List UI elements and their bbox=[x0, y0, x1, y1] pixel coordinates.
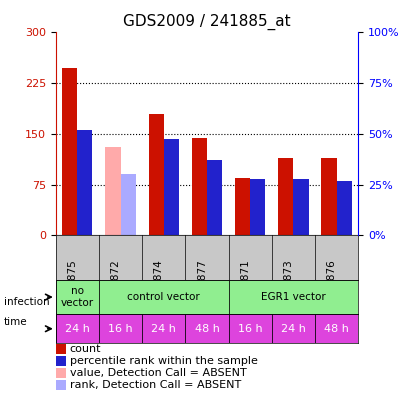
Bar bbox=[228, 315, 272, 343]
Bar bbox=[272, 315, 315, 343]
Text: 16 h: 16 h bbox=[108, 324, 133, 334]
Bar bbox=[142, 315, 185, 343]
Bar bbox=[315, 315, 358, 343]
Title: GDS2009 / 241885_at: GDS2009 / 241885_at bbox=[123, 13, 291, 30]
Bar bbox=[250, 179, 265, 235]
Bar bbox=[235, 179, 250, 235]
Bar bbox=[121, 174, 136, 235]
Bar bbox=[99, 315, 142, 343]
Bar bbox=[56, 315, 99, 343]
Text: rank, Detection Call = ABSENT: rank, Detection Call = ABSENT bbox=[70, 380, 241, 390]
Text: control vector: control vector bbox=[127, 292, 200, 302]
Text: EGR1 vector: EGR1 vector bbox=[261, 292, 326, 302]
Bar bbox=[56, 279, 99, 315]
Bar bbox=[322, 158, 337, 235]
Text: 24 h: 24 h bbox=[65, 324, 90, 334]
Text: 48 h: 48 h bbox=[324, 324, 349, 334]
Text: count: count bbox=[70, 344, 101, 354]
Bar bbox=[148, 113, 164, 235]
Bar bbox=[164, 139, 179, 235]
Bar bbox=[62, 68, 77, 235]
Text: infection: infection bbox=[4, 297, 50, 307]
Text: 24 h: 24 h bbox=[151, 324, 176, 334]
Bar bbox=[278, 158, 293, 235]
Text: no
vector: no vector bbox=[61, 286, 94, 308]
Text: percentile rank within the sample: percentile rank within the sample bbox=[70, 356, 258, 366]
Text: 16 h: 16 h bbox=[238, 324, 263, 334]
Bar bbox=[77, 130, 92, 235]
Text: 24 h: 24 h bbox=[281, 324, 306, 334]
Bar bbox=[207, 160, 222, 235]
Text: value, Detection Call = ABSENT: value, Detection Call = ABSENT bbox=[70, 368, 246, 378]
Bar bbox=[192, 138, 207, 235]
Text: time: time bbox=[4, 317, 27, 327]
Bar bbox=[293, 179, 308, 235]
Bar bbox=[185, 315, 228, 343]
Bar bbox=[105, 147, 121, 235]
Bar bbox=[99, 279, 228, 315]
Text: 48 h: 48 h bbox=[195, 324, 219, 334]
Bar bbox=[337, 181, 352, 235]
Bar bbox=[228, 279, 358, 315]
